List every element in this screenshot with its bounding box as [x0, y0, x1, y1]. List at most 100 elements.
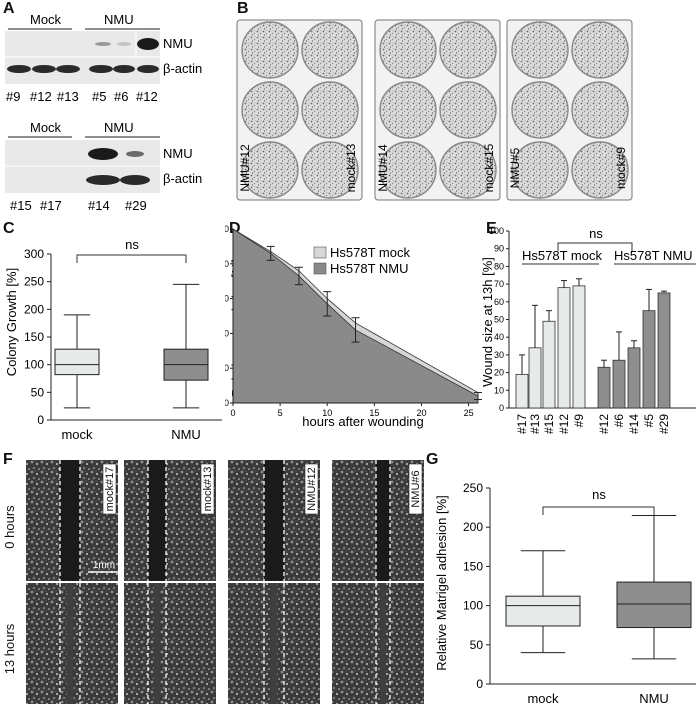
bar-4: [572, 278, 586, 409]
western-blot-panel: Mock NMU NMU β-actin #9 #12 #13 #5 #6 #1…: [5, 12, 202, 213]
plate-well: [571, 141, 629, 199]
plate-2: NMU#5 mock#9: [506, 19, 633, 201]
micrograph-0-0: mock#17: [26, 460, 118, 581]
e-ytick-label: 20: [494, 368, 504, 378]
blot2-actin-label: β-actin: [163, 171, 202, 186]
e-ytick-label: 70: [494, 279, 504, 289]
group-label-nmu: Hs578T NMU: [614, 248, 693, 263]
plate-right-label: mock#9: [614, 147, 628, 189]
bar: [515, 373, 529, 409]
e-ytick-label: 60: [494, 297, 504, 307]
colony-category-label: NMU: [171, 427, 201, 442]
micrograph-label: NMU#12: [306, 467, 318, 510]
plate-left-label: NMU#12: [238, 144, 252, 192]
panel-label-a: A: [3, 0, 15, 17]
errorbar: [351, 317, 360, 343]
micrograph-0-2: NMU#12: [228, 460, 320, 581]
bar-9: [657, 290, 671, 409]
group-label-mock: Hs578T mock: [522, 248, 602, 263]
d-xtick-label: 5: [278, 408, 283, 418]
blot1-actin-label: β-actin: [163, 61, 202, 76]
plate-right-label: mock#15: [482, 143, 496, 192]
blot1-nmu-band-label: NMU: [163, 36, 193, 51]
plate-well: [301, 141, 359, 199]
errorbar: [294, 266, 303, 286]
bar-category-label: #29: [657, 414, 671, 434]
blot1-band-nmu6: [117, 42, 131, 46]
plate-well: [511, 141, 569, 199]
colony-ytick-label: 300: [24, 247, 44, 261]
bar-category-label: #17: [515, 414, 529, 434]
matrigel-ytick-label: 50: [470, 638, 484, 652]
micrograph-1-3: [332, 583, 424, 704]
d-ytick-label: 20: [225, 363, 229, 373]
matrigel-box-1: [616, 514, 692, 660]
e-ytick-label: 40: [494, 332, 504, 342]
legend-swatch-mock: [313, 246, 327, 259]
bar-0: [515, 354, 529, 409]
plate-well: [439, 141, 497, 199]
bar-category-label: #12: [597, 414, 611, 434]
blot2-band-nmu14: [88, 148, 118, 160]
colony-ytick-label: 250: [24, 275, 44, 289]
micrograph-image: [124, 460, 216, 581]
micrograph-label-box: [102, 463, 117, 515]
micrograph-label: NMU#6: [410, 470, 422, 507]
micrograph-1-1: [124, 583, 216, 704]
bar-1: [528, 304, 542, 409]
colony-growth-boxplot: Colony Growth [%] ns 0 50 100 150 200 250 300 m…: [4, 237, 222, 442]
bar: [597, 366, 611, 409]
iqr-box: [616, 581, 692, 629]
d-ytick-label: 0: [225, 398, 229, 408]
blot1-band-nmu12: [137, 38, 159, 50]
e-ytick-label: 100: [489, 226, 504, 236]
blot2-mock-label: Mock: [30, 120, 62, 135]
plate-well: [511, 81, 569, 139]
micrograph-0-3: NMU#6: [332, 460, 424, 581]
svg-text:#17: #17: [40, 198, 62, 213]
wound-gap: [148, 460, 166, 581]
e-ytick-label: 0: [499, 403, 504, 413]
wound-gap: [270, 583, 278, 704]
errorbar: [323, 291, 332, 317]
wound-gap: [60, 460, 80, 581]
bar: [528, 347, 542, 409]
matrigel-ytick-label: 0: [476, 677, 483, 691]
colony-ytick-label: 100: [24, 358, 44, 372]
e-ytick-label: 90: [494, 244, 504, 254]
blot1-mock-label: Mock: [30, 12, 62, 27]
d-ytick-label: 60: [225, 294, 229, 304]
matrigel-ytick-label: 150: [463, 559, 483, 573]
matrigel-category-label: NMU: [639, 691, 669, 705]
bar-category-label: #5: [642, 414, 656, 428]
iqr-box: [54, 348, 100, 376]
wound-gap: [264, 460, 284, 581]
svg-text:#14: #14: [88, 198, 110, 213]
d-ytick-label: 80: [225, 259, 229, 269]
matrigel-adhesion-boxplot: Relative Matrigel adhesion [%] ns 0 50 100…: [434, 481, 696, 705]
matrigel-ytick-label: 100: [463, 599, 483, 613]
bar-category-label: #14: [627, 414, 641, 434]
d-xtick-label: 0: [230, 408, 235, 418]
colony-ytick-label: 50: [31, 385, 45, 399]
wound-gap: [380, 583, 386, 704]
plate-right-label: mock#13: [344, 143, 358, 192]
legend-label-nmu: Hs578T NMU: [330, 261, 409, 276]
plate-well: [241, 81, 299, 139]
micrograph-label: mock#17: [104, 467, 116, 512]
blot1-band-nmu5: [95, 42, 111, 46]
bar: [612, 359, 626, 409]
matrigel-category-label: mock: [527, 691, 559, 705]
svg-text:#13: #13: [57, 89, 79, 104]
colony-growth-ylabel: Colony Growth [%]: [4, 268, 19, 376]
plate-well: [379, 141, 437, 199]
wound-size-ylabel: Wound size at 13h [%]: [480, 257, 495, 387]
d-xtick-label: 20: [416, 408, 426, 418]
bar: [557, 287, 571, 409]
svg-text:#29: #29: [125, 198, 147, 213]
micrograph-label-box: [408, 463, 423, 515]
row-label-0h: 0 hours: [2, 505, 17, 549]
panel-label-f: F: [3, 451, 13, 468]
plate-well: [301, 81, 359, 139]
colony-ytick-label: 150: [24, 330, 44, 344]
